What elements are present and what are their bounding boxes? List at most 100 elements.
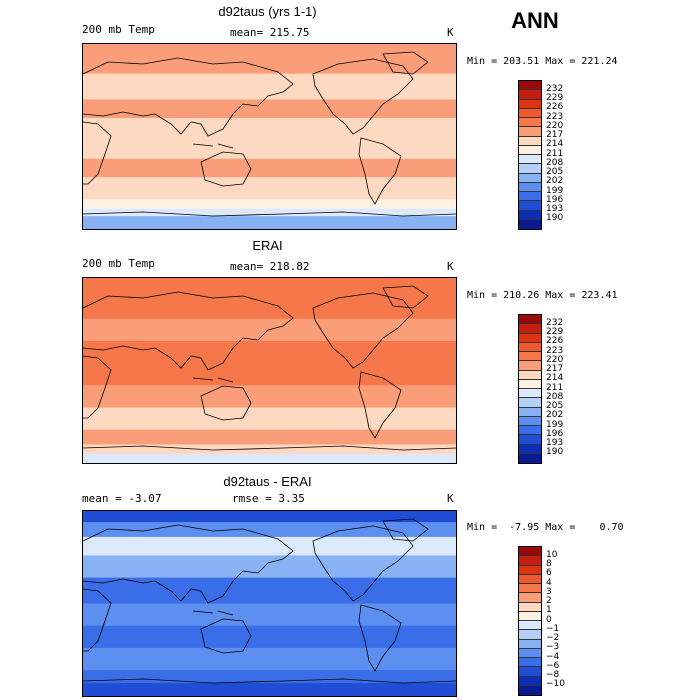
panel-2-colorbar-swatch: [519, 407, 541, 417]
panel-1-colorbar-label: 229: [546, 93, 564, 103]
panel-3-zone-9: [83, 683, 456, 696]
panel-2-colorbar: [518, 314, 542, 464]
panel-2-colorbar-swatch: [519, 426, 541, 436]
panel-2-colorbar-swatch: [519, 398, 541, 408]
panel-1-colorbar-swatch: [519, 108, 541, 118]
panel-3-colorbar-swatch: [519, 639, 541, 649]
panel-1-colorbar: [518, 80, 542, 230]
panel-3-colorbar-swatch: [519, 556, 541, 566]
panel-1-colorbar-swatch: [519, 155, 541, 165]
panel-1-coastline-0: [83, 57, 294, 137]
panel-1-minmax: Min = 203.51 Max = 221.24: [467, 56, 618, 67]
panel-3-units: K: [447, 492, 454, 505]
panel-3-colorbar-label: 10: [546, 549, 558, 560]
panel-3-colorbar-label: 6: [546, 568, 552, 579]
panel-2-zone-0: [83, 278, 456, 320]
panel-3-zone-7: [83, 647, 456, 671]
panel-1-svg: [83, 44, 456, 229]
panel-1-units: K: [447, 26, 454, 39]
panel-1-colorbar-label: 214: [546, 139, 564, 150]
panel-3-colorbar-swatch: [519, 621, 541, 631]
panel-2-mean: mean= 218.82: [230, 260, 310, 273]
panel-2-svg: [83, 278, 456, 463]
panel-2-colorbar-swatch: [519, 453, 541, 463]
panel-3-colorbar-swatch: [519, 658, 541, 668]
panel-1-zone-3: [83, 118, 456, 160]
panel-3-coastline-3: [192, 610, 234, 616]
panel-2-colorbar-swatch: [519, 389, 541, 399]
panel-3-zone-6: [83, 625, 456, 649]
panel-2-zone-6: [83, 444, 456, 455]
panel-2-colorbar-label: 217: [546, 364, 564, 374]
panel-3-colorbar: [518, 546, 542, 696]
panel-3-coastline-6: [382, 518, 429, 542]
panel-1-colorbar-swatch: [519, 192, 541, 202]
panel-3-colorbar-swatch: [519, 676, 541, 686]
panel-2-zone-3: [83, 385, 456, 408]
panel-3-coastline-4: [312, 525, 414, 602]
panel-3-rmse: rmse = 3.35: [232, 492, 305, 505]
panel-3-colorbar-swatch: [519, 611, 541, 621]
panel-1-colorbar-label: 193: [546, 204, 564, 214]
panel-2-colorbar-swatch: [519, 444, 541, 454]
panel-2-units: K: [447, 260, 454, 273]
panel-3-coastline-7: [83, 678, 456, 684]
panel-1-title: d92taus (yrs 1-1): [218, 4, 317, 19]
panel-1-colorbar-swatch: [519, 164, 541, 174]
panel-1-zone-6: [83, 199, 456, 210]
panel-3-colorbar-label: −2: [546, 633, 560, 643]
panel-1-colorbar-label: 208: [546, 157, 564, 168]
panel-2-colorbar-swatch: [519, 342, 541, 352]
panel-1-colorbar-swatch: [519, 127, 541, 137]
panel-1-colorbar-swatch: [519, 219, 541, 229]
panel-1-zone-7: [83, 208, 456, 217]
panel-1-zone-2: [83, 99, 456, 119]
panel-2-coastline-5: [358, 371, 402, 439]
panel-3-coastline-2: [200, 618, 252, 654]
panel-1-colorbar-label: 199: [546, 185, 564, 196]
panel-2-zone-7: [83, 453, 456, 463]
panel-3-zone-1: [83, 522, 456, 538]
panel-2-colorbar-swatch: [519, 315, 541, 325]
panel-2-coastline-1: [83, 355, 112, 419]
panel-1-zone-0: [83, 44, 456, 75]
panel-1-colorbar-label: 232: [546, 83, 564, 94]
panel-1-colorbar-label: 226: [546, 102, 564, 113]
panel-1-colorbar-swatch: [519, 136, 541, 146]
panel-1-zone-8: [83, 216, 456, 229]
panel-3-colorbar-swatch: [519, 593, 541, 603]
panel-3-coastline-0: [83, 524, 294, 604]
panel-3-colorbar-label: −8: [546, 670, 560, 680]
panel-3-svg: [83, 511, 456, 696]
panel-3-zone-5: [83, 603, 456, 627]
panel-1-coastline-4: [312, 58, 414, 135]
panel-3-coastline-1: [83, 588, 112, 652]
panel-2-colorbar-label: 199: [546, 419, 564, 430]
panel-2-coastline-7: [83, 445, 456, 451]
panel-3-colorbar-label: −3: [546, 642, 560, 653]
panel-3-colorbar-swatch: [519, 584, 541, 594]
panel-2-colorbar-swatch: [519, 370, 541, 380]
panel-2-colorbar-swatch: [519, 361, 541, 371]
panel-1-zone-4: [83, 158, 456, 178]
panel-2-coastline-4: [312, 292, 414, 369]
panel-1-colorbar-swatch: [519, 81, 541, 91]
panel-1-colorbar-swatch: [519, 182, 541, 192]
panel-2-coastline-6: [382, 285, 429, 309]
panel-2-minmax: Min = 210.26 Max = 223.41: [467, 290, 618, 301]
panel-1-colorbar-label: 196: [546, 194, 564, 205]
panel-1-coastline-6: [382, 51, 429, 75]
panel-2-colorbar-label: 229: [546, 327, 564, 337]
panel-1-colorbar-swatch: [519, 90, 541, 100]
panel-2-colorbar-swatch: [519, 416, 541, 426]
panel-3-colorbar-label: −10: [546, 679, 565, 690]
panel-2-colorbar-swatch: [519, 333, 541, 343]
panel-1-colorbar-label: 220: [546, 120, 564, 131]
panel-1-colorbar-swatch: [519, 145, 541, 155]
panel-2-title: ERAI: [252, 238, 283, 253]
panel-3-mean: mean = -3.07: [82, 492, 162, 505]
season-label: ANN: [511, 8, 559, 33]
panel-3-colorbar-label: 4: [546, 577, 552, 588]
panel-1-zone-5: [83, 177, 456, 200]
panel-2-colorbar-swatch: [519, 352, 541, 362]
